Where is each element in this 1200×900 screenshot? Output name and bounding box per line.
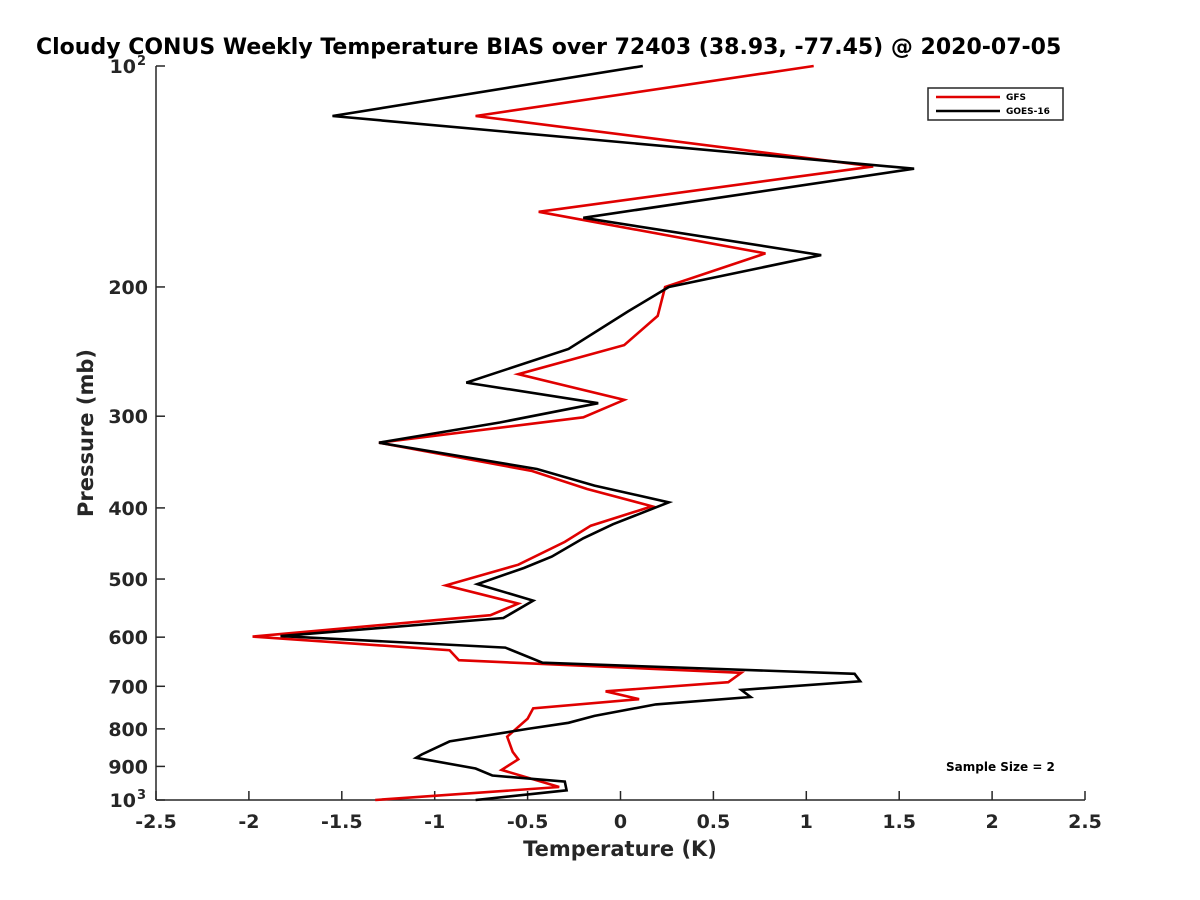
y-tick-label: 700 — [108, 676, 148, 698]
x-tick-label: 2.5 — [1068, 811, 1102, 833]
x-axis-label: Temperature (K) — [523, 837, 717, 861]
y-tick-label: 200 — [108, 277, 148, 299]
series-group — [252, 64, 915, 802]
x-tick-label: -2.5 — [135, 811, 177, 833]
x-tick-label: -0.5 — [507, 811, 549, 833]
chart-title: Cloudy CONUS Weekly Temperature BIAS ove… — [36, 35, 1061, 60]
legend-label-gfs: GFS — [1006, 93, 1026, 103]
x-tick-label: 1.5 — [882, 811, 916, 833]
x-tick-label: 0.5 — [697, 811, 731, 833]
series-line-goes16 — [280, 64, 915, 802]
legend: GFS GOES-16 — [927, 87, 1064, 121]
x-tick-label: -2 — [238, 811, 259, 833]
legend-box — [927, 87, 1064, 121]
y-tick-label-exponent: 2 — [137, 54, 146, 69]
legend-label-goes16: GOES-16 — [1006, 107, 1050, 117]
y-tick-label: 10 — [110, 56, 136, 78]
y-tick-label: 10 — [110, 790, 136, 812]
y-tick-label: 500 — [108, 569, 148, 591]
y-tick-label: 600 — [108, 627, 148, 649]
y-tick-label: 400 — [108, 498, 148, 520]
series-line-gfs — [252, 64, 874, 802]
x-tick-label: -1 — [424, 811, 445, 833]
x-axis: -2.5 -2 -1.5 -1 -0.5 0 0.5 1 1.5 2 2.5 — [135, 791, 1102, 833]
y-tick-label: 300 — [108, 406, 148, 428]
y-tick-label: 800 — [108, 719, 148, 741]
y-tick-label: 900 — [108, 756, 148, 778]
sample-size-annotation: Sample Size = 2 — [946, 760, 1055, 774]
x-tick-label: 2 — [985, 811, 998, 833]
x-tick-label: -1.5 — [321, 811, 363, 833]
y-tick-label-exponent: 3 — [137, 788, 146, 803]
x-tick-label: 1 — [800, 811, 813, 833]
y-axis-label: Pressure (mb) — [74, 349, 98, 517]
x-tick-label: 0 — [614, 811, 627, 833]
